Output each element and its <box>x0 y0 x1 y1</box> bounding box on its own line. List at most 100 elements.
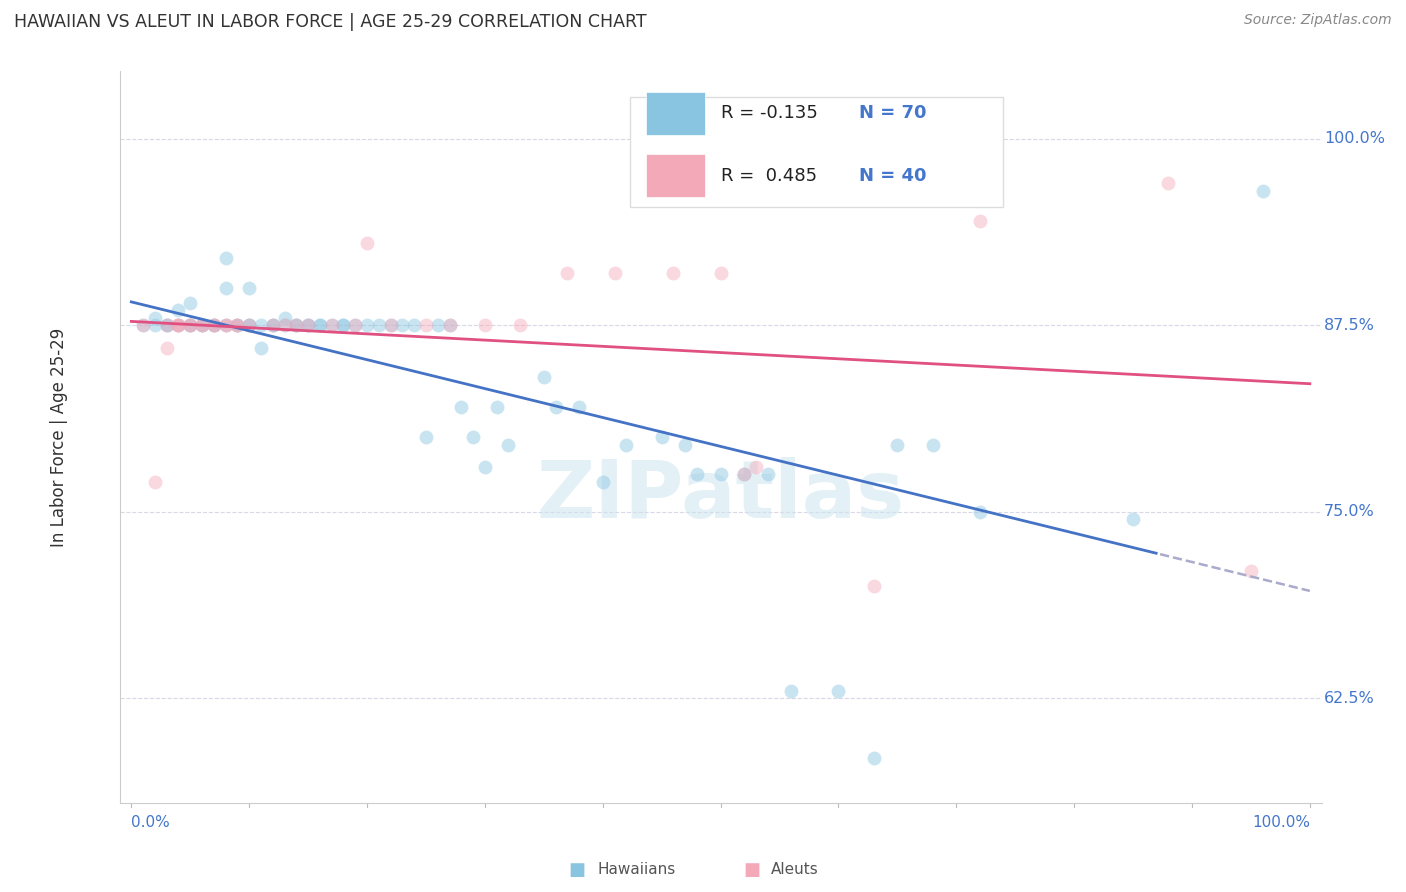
Point <box>415 430 437 444</box>
Point <box>297 318 319 332</box>
Point <box>238 318 260 332</box>
Point <box>391 318 413 332</box>
Point <box>202 318 225 332</box>
Point <box>827 683 849 698</box>
Text: R = -0.135: R = -0.135 <box>720 104 817 122</box>
Point <box>214 318 236 332</box>
Point <box>167 303 190 318</box>
Point <box>886 437 908 451</box>
Point <box>733 467 755 482</box>
Point <box>143 475 166 489</box>
Point <box>297 318 319 332</box>
FancyBboxPatch shape <box>630 97 1002 207</box>
Point <box>285 318 308 332</box>
Point <box>156 341 179 355</box>
Point <box>380 318 402 332</box>
Text: N = 40: N = 40 <box>859 167 927 185</box>
Point <box>191 318 214 332</box>
Point <box>332 318 354 332</box>
Point <box>321 318 343 332</box>
Point <box>285 318 308 332</box>
Point <box>273 310 295 325</box>
Text: 75.0%: 75.0% <box>1324 504 1375 519</box>
FancyBboxPatch shape <box>645 92 704 135</box>
Point <box>426 318 449 332</box>
Point <box>439 318 461 332</box>
Point <box>167 318 190 332</box>
Point <box>238 281 260 295</box>
Point <box>673 437 696 451</box>
Point <box>179 318 201 332</box>
Point <box>202 318 225 332</box>
Point <box>273 318 295 332</box>
Text: 62.5%: 62.5% <box>1324 690 1375 706</box>
Point <box>603 266 626 280</box>
Point <box>651 430 673 444</box>
Point <box>862 751 884 765</box>
Point <box>1122 512 1144 526</box>
Point <box>132 318 155 332</box>
Text: HAWAIIAN VS ALEUT IN LABOR FORCE | AGE 25-29 CORRELATION CHART: HAWAIIAN VS ALEUT IN LABOR FORCE | AGE 2… <box>14 13 647 31</box>
Point <box>568 401 591 415</box>
Text: R =  0.485: R = 0.485 <box>720 167 817 185</box>
Point <box>309 318 332 332</box>
Point <box>969 505 991 519</box>
Point <box>262 318 284 332</box>
Point <box>780 683 803 698</box>
Point <box>156 318 179 332</box>
Point <box>733 467 755 482</box>
Point <box>297 318 319 332</box>
Point <box>485 401 508 415</box>
Point <box>662 266 685 280</box>
Text: 87.5%: 87.5% <box>1324 318 1375 333</box>
Point <box>309 318 332 332</box>
Point <box>344 318 367 332</box>
FancyBboxPatch shape <box>645 154 704 197</box>
Point <box>356 318 378 332</box>
Point <box>191 318 214 332</box>
Text: ZIPatlas: ZIPatlas <box>537 457 904 534</box>
Point <box>745 459 768 474</box>
Point <box>921 437 943 451</box>
Point <box>179 318 201 332</box>
Text: Source: ZipAtlas.com: Source: ZipAtlas.com <box>1244 13 1392 28</box>
Point <box>179 318 201 332</box>
Point <box>862 579 884 593</box>
Text: ■: ■ <box>568 861 585 879</box>
Point <box>143 318 166 332</box>
Point <box>156 318 179 332</box>
Point <box>450 401 472 415</box>
Point <box>143 310 166 325</box>
Point <box>439 318 461 332</box>
Point <box>214 318 236 332</box>
Text: N = 70: N = 70 <box>859 104 927 122</box>
Point <box>557 266 579 280</box>
Text: 100.0%: 100.0% <box>1251 814 1310 830</box>
Point <box>214 318 236 332</box>
Point <box>332 318 354 332</box>
Point <box>250 341 273 355</box>
Text: Aleuts: Aleuts <box>770 863 818 877</box>
Point <box>262 318 284 332</box>
Point <box>202 318 225 332</box>
Point <box>179 318 201 332</box>
Point <box>132 318 155 332</box>
Point <box>226 318 249 332</box>
Point <box>250 318 273 332</box>
Point <box>415 318 437 332</box>
Point <box>533 370 555 384</box>
Text: ■: ■ <box>744 861 761 879</box>
Point <box>214 281 236 295</box>
Point <box>1251 184 1274 198</box>
Point <box>474 318 496 332</box>
Point <box>614 437 637 451</box>
Text: 0.0%: 0.0% <box>131 814 170 830</box>
Point <box>509 318 531 332</box>
Point <box>321 318 343 332</box>
Point <box>226 318 249 332</box>
Point <box>969 213 991 227</box>
Point <box>498 437 520 451</box>
Point <box>686 467 709 482</box>
Text: 100.0%: 100.0% <box>1324 131 1385 146</box>
Point <box>179 295 201 310</box>
